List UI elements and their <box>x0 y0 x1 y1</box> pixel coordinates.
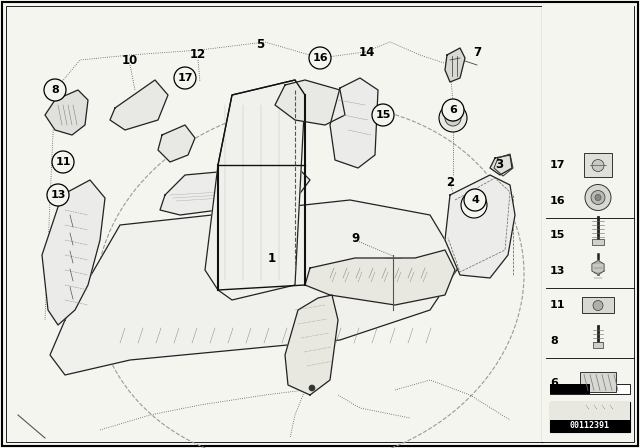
Text: 13: 13 <box>51 190 66 200</box>
Text: 17: 17 <box>550 160 566 171</box>
Polygon shape <box>50 200 460 375</box>
Text: 15: 15 <box>375 110 390 120</box>
Polygon shape <box>445 48 465 82</box>
Text: 5: 5 <box>256 39 264 52</box>
Text: 12: 12 <box>190 48 206 61</box>
Circle shape <box>445 110 461 126</box>
Text: 14: 14 <box>359 46 375 59</box>
Bar <box>584 154 612 177</box>
Bar <box>592 240 604 246</box>
Circle shape <box>442 99 464 121</box>
Polygon shape <box>305 250 455 305</box>
Circle shape <box>439 104 467 132</box>
Circle shape <box>592 159 604 172</box>
Bar <box>550 420 630 432</box>
Circle shape <box>461 192 487 218</box>
Circle shape <box>47 184 69 206</box>
Circle shape <box>593 301 603 310</box>
Text: 7: 7 <box>473 46 481 59</box>
Polygon shape <box>205 80 305 300</box>
Text: 00112391: 00112391 <box>570 422 610 431</box>
Text: 6: 6 <box>550 378 558 388</box>
Polygon shape <box>592 260 604 275</box>
Circle shape <box>52 151 74 173</box>
Circle shape <box>44 79 66 101</box>
Polygon shape <box>275 80 345 125</box>
Polygon shape <box>158 125 195 162</box>
Text: 1: 1 <box>268 251 276 264</box>
Bar <box>550 402 630 432</box>
Polygon shape <box>330 78 378 168</box>
Text: 8: 8 <box>550 336 557 345</box>
Bar <box>550 384 590 394</box>
Bar <box>580 412 616 426</box>
Text: 10: 10 <box>122 53 138 66</box>
Text: 2: 2 <box>446 176 454 189</box>
Text: 3: 3 <box>495 159 503 172</box>
Text: 6: 6 <box>449 105 457 115</box>
Text: 16: 16 <box>550 195 566 206</box>
Circle shape <box>309 385 315 391</box>
Polygon shape <box>445 175 515 278</box>
Bar <box>582 297 614 314</box>
Polygon shape <box>285 295 338 395</box>
Circle shape <box>595 194 601 201</box>
Bar <box>550 402 630 420</box>
Bar <box>593 343 603 349</box>
Text: 4: 4 <box>471 195 479 205</box>
Circle shape <box>309 47 331 69</box>
Text: 8: 8 <box>51 85 59 95</box>
Polygon shape <box>490 155 512 175</box>
Polygon shape <box>494 154 513 176</box>
Text: 13: 13 <box>550 266 565 276</box>
Polygon shape <box>160 165 310 215</box>
Circle shape <box>591 190 605 204</box>
Text: 11: 11 <box>550 301 566 310</box>
Text: 17: 17 <box>177 73 193 83</box>
Circle shape <box>450 115 456 121</box>
Circle shape <box>464 189 486 211</box>
Polygon shape <box>42 180 105 325</box>
Circle shape <box>372 104 394 126</box>
Text: 4: 4 <box>470 198 478 211</box>
Text: 15: 15 <box>550 231 565 241</box>
Text: 4: 4 <box>550 413 558 422</box>
Text: 11: 11 <box>55 157 71 167</box>
Bar <box>580 372 616 392</box>
Circle shape <box>174 67 196 89</box>
Bar <box>550 384 630 394</box>
Polygon shape <box>110 80 168 130</box>
Bar <box>542 6 634 442</box>
Text: 9: 9 <box>351 232 359 245</box>
Circle shape <box>585 185 611 211</box>
Text: 16: 16 <box>312 53 328 63</box>
Polygon shape <box>45 90 88 135</box>
